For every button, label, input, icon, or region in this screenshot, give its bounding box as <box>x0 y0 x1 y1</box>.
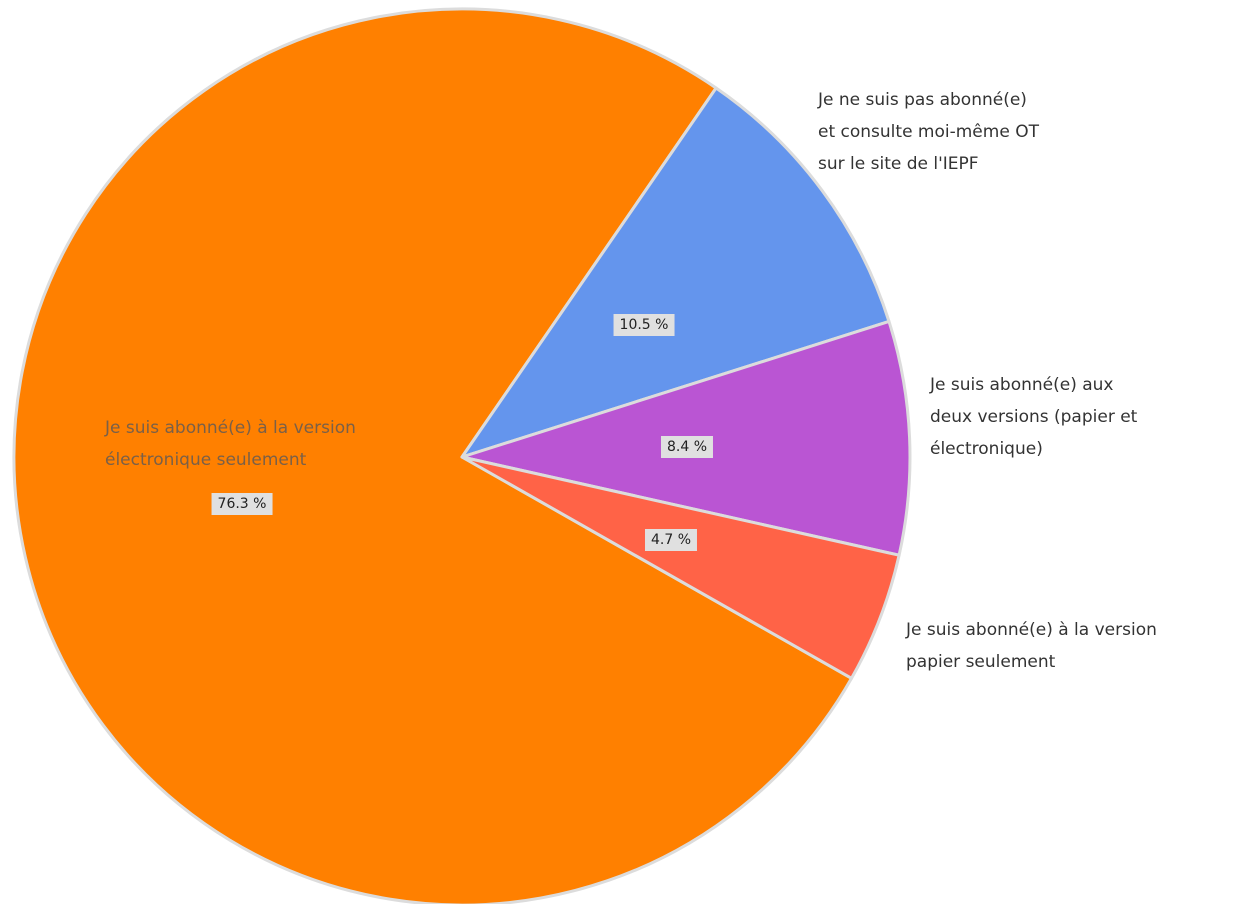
pie-slice <box>460 455 901 680</box>
slice-label: Je suis abonné(e) à la version papier se… <box>906 620 1157 672</box>
slice-label: Je suis abonné(e) à la version électroni… <box>105 418 356 470</box>
pie-slice <box>12 7 854 904</box>
pie-slice <box>460 86 891 459</box>
slice-label: Je ne suis pas abonné(e) et consulte moi… <box>818 90 1039 174</box>
value-label: 4.7 % <box>644 529 698 551</box>
value-label: 76.3 % <box>211 493 273 515</box>
value-label: 8.4 % <box>660 436 714 458</box>
value-label: 10.5 % <box>613 314 675 336</box>
slice-label: Je suis abonné(e) aux deux versions (pap… <box>930 375 1138 459</box>
